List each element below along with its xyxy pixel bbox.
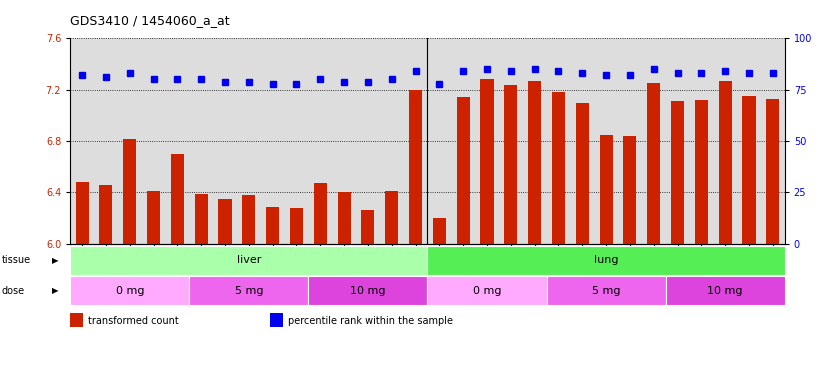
Bar: [528, 81, 541, 244]
Bar: [576, 103, 589, 244]
Bar: [671, 101, 684, 244]
Text: ▶: ▶: [52, 286, 59, 295]
Text: transformed count: transformed count: [88, 316, 178, 326]
Text: 5 mg: 5 mg: [591, 286, 620, 296]
Bar: [666, 276, 785, 305]
Bar: [70, 276, 189, 305]
Bar: [385, 191, 398, 244]
Bar: [189, 276, 308, 305]
Bar: [70, 313, 83, 327]
Bar: [361, 210, 374, 244]
Text: 0 mg: 0 mg: [116, 286, 144, 296]
Bar: [547, 276, 666, 305]
Text: GDS3410 / 1454060_a_at: GDS3410 / 1454060_a_at: [70, 14, 230, 27]
Bar: [314, 184, 327, 244]
Bar: [504, 84, 517, 244]
Bar: [409, 90, 422, 244]
Bar: [147, 191, 160, 244]
Bar: [428, 246, 785, 275]
Bar: [308, 276, 428, 305]
Bar: [743, 96, 756, 244]
Text: lung: lung: [594, 255, 619, 265]
Bar: [99, 185, 112, 244]
Bar: [70, 246, 428, 275]
Bar: [428, 276, 547, 305]
Bar: [218, 199, 231, 244]
Bar: [695, 100, 708, 244]
Bar: [552, 92, 565, 244]
Bar: [290, 208, 303, 244]
Bar: [171, 154, 184, 244]
Bar: [600, 135, 613, 244]
Bar: [338, 192, 351, 244]
Bar: [433, 218, 446, 244]
Text: 5 mg: 5 mg: [235, 286, 263, 296]
Bar: [266, 207, 279, 244]
Bar: [647, 83, 660, 244]
Text: percentile rank within the sample: percentile rank within the sample: [288, 316, 453, 326]
Bar: [270, 313, 283, 327]
Bar: [195, 194, 208, 244]
Bar: [457, 98, 470, 244]
Text: ▶: ▶: [52, 256, 59, 265]
Text: 10 mg: 10 mg: [707, 286, 743, 296]
Text: 0 mg: 0 mg: [472, 286, 501, 296]
Bar: [767, 99, 780, 244]
Bar: [242, 195, 255, 244]
Text: dose: dose: [2, 286, 25, 296]
Bar: [481, 79, 494, 244]
Bar: [624, 136, 637, 244]
Bar: [123, 139, 136, 244]
Text: tissue: tissue: [2, 255, 31, 265]
Bar: [719, 81, 732, 244]
Text: liver: liver: [236, 255, 261, 265]
Bar: [75, 182, 88, 244]
Text: 10 mg: 10 mg: [350, 286, 386, 296]
